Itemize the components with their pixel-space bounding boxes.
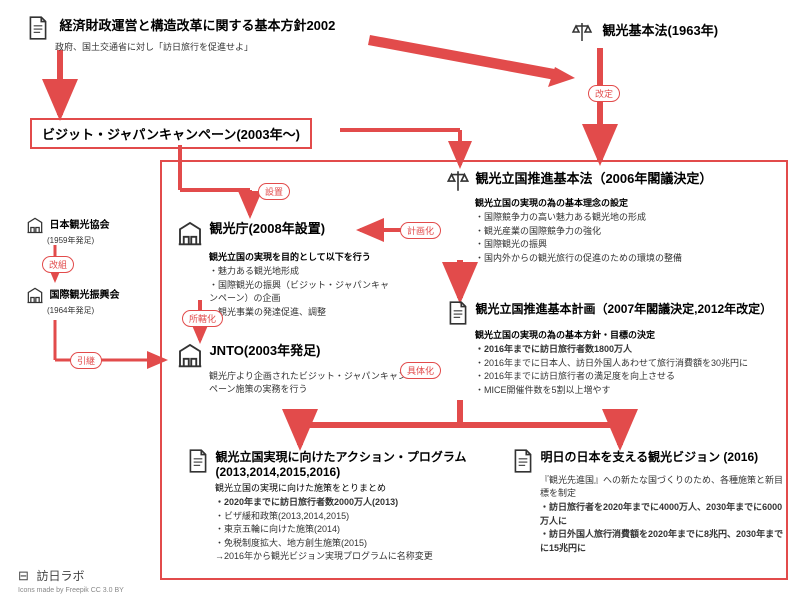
- basicplan-title: 観光立国推進基本計画（2007年閣議決定,2012年改定）: [475, 302, 772, 316]
- list-item: 観光産業の国際競争力の強化: [475, 225, 775, 239]
- footer: ⊟ 訪日ラボ Icons made by Freepik CC 3.0 BY: [18, 567, 124, 594]
- list-item: 2016年までに訪日旅行者の満足度を向上させる: [475, 370, 785, 384]
- basicplan-sub: 観光立国の実現の為の基本方針・目標の決定: [475, 328, 785, 341]
- list-item: 国内外からの観光旅行の促進のための環境の整備: [475, 252, 775, 266]
- agency-sub: 観光立国の実現を目的として以下を行う: [209, 250, 395, 263]
- building-icon: [25, 285, 45, 305]
- label-secchi: 設置: [258, 183, 290, 200]
- building-icon: [175, 340, 205, 370]
- node-vision: 明日の日本を支える観光ビジョン (2016) 『観光先進国』への新たな国づくりの…: [510, 448, 785, 555]
- list-item: 訪日旅行者を2020年までに4000万人、2030年までに6000万人に: [540, 501, 785, 528]
- list-item: 東京五輪に向けた施策(2014): [215, 523, 495, 537]
- list-item: 観光事業の発達促進、調整: [209, 306, 395, 320]
- action-bullets: 2020年までに訪日旅行者数2000万人(2013) ビザ緩和政策(2013,2…: [211, 496, 495, 550]
- jntoorg-title: 国際観光振興会: [49, 290, 119, 301]
- agency-bullets: 魅力ある観光地形成 国際観光の振興（ビジット・ジャパンキャンペーン）の企画 観光…: [205, 265, 395, 319]
- node-vjcampaign: ビジット・ジャパンキャンペーン(2003年〜): [30, 118, 312, 149]
- basiclaw-bullets: 国際競争力の高い魅力ある観光地の形成 観光産業の国際競争力の強化 国際観光の振興…: [471, 211, 775, 265]
- node-basiclaw: 観光立国推進基本法（2006年閣議決定） 観光立国の実現の為の基本理念の設定 国…: [445, 168, 775, 265]
- label-kaitei: 改定: [588, 85, 620, 102]
- list-item: 訪日外国人旅行消費額を2020年までに8兆円、2030年までに15兆円に: [540, 528, 785, 555]
- list-item: 魅力ある観光地形成: [209, 265, 395, 279]
- vision-desc: 『観光先進国』への新たな国づくりのため、各種施策と新目標を制定: [540, 474, 785, 499]
- agency-title: 観光庁(2008年設置): [209, 221, 325, 236]
- jnto-title: JNTO(2003年発足): [209, 343, 320, 358]
- node-tourismlaw1963: 観光基本法(1963年): [570, 20, 718, 44]
- building-icon: [25, 215, 45, 235]
- jta-year: (1959年発足): [47, 235, 145, 246]
- building-icon: [175, 218, 205, 248]
- action-sub: 観光立国の実現に向けた施策をとりまとめ: [215, 481, 495, 494]
- node-jta: 日本観光協会 (1959年発足): [25, 215, 145, 246]
- footer-credit: Icons made by Freepik CC 3.0 BY: [18, 587, 124, 594]
- node-agency: 観光庁(2008年設置) 観光立国の実現を目的として以下を行う 魅力ある観光地形…: [175, 218, 395, 319]
- node-basicplan: 観光立国推進基本計画（2007年閣議決定,2012年改定） 観光立国の実現の為の…: [445, 300, 785, 397]
- vision-bullets: 訪日旅行者を2020年までに4000万人、2030年までに6000万人に 訪日外…: [536, 501, 785, 555]
- node-jnto: JNTO(2003年発足) 観光庁より企画されたビジット・ジャパンキャンペーン施…: [175, 340, 415, 395]
- label-gutai: 具体化: [400, 362, 441, 379]
- list-item: 国際競争力の高い魅力ある観光地の形成: [475, 211, 775, 225]
- node-actionprogram: 観光立国実現に向けたアクション・プログラム(2013,2014,2015,201…: [185, 448, 495, 563]
- basiclaw-title: 観光立国推進基本法（2006年閣議決定）: [475, 171, 712, 186]
- footer-logo: 訪日ラボ: [37, 569, 85, 583]
- list-item: ビザ緩和政策(2013,2014,2015): [215, 510, 495, 524]
- list-item: 2020年までに訪日旅行者数2000万人(2013): [215, 496, 495, 510]
- basicplan-bullets: 2016年までに訪日旅行者数1800万人 2016年までに日本人、訪日外国人あわ…: [471, 343, 785, 397]
- policy2002-desc: 政府、国土交通省に対し「訪日旅行を促進せよ」: [55, 41, 425, 54]
- tourismlaw1963-title: 観光基本法(1963年): [602, 23, 718, 38]
- policy2002-title: 経済財政運営と構造改革に関する基本方針2002: [59, 15, 335, 34]
- label-hikitsugi: 引継: [70, 352, 102, 369]
- vjcampaign-title: ビジット・ジャパンキャンペーン(2003年〜): [42, 127, 300, 142]
- scale-icon: [570, 20, 594, 44]
- document-icon: [510, 448, 536, 474]
- label-kaiso: 改組: [42, 256, 74, 273]
- document-icon: [185, 448, 211, 474]
- list-item: 免税制度拡大、地方創生施策(2015): [215, 537, 495, 551]
- action-title: 観光立国実現に向けたアクション・プログラム(2013,2014,2015,201…: [215, 448, 485, 479]
- document-icon: [25, 15, 51, 41]
- list-item: MICE開催件数を5割以上増やす: [475, 384, 785, 398]
- label-keikaku: 計画化: [400, 222, 441, 239]
- list-item: 2016年までに日本人、訪日外国人あわせて旅行消費額を30兆円に: [475, 357, 785, 371]
- vision-title: 明日の日本を支える観光ビジョン (2016): [540, 448, 775, 465]
- document-icon: [445, 300, 471, 326]
- scale-icon: [445, 168, 471, 194]
- jta-title: 日本観光協会: [49, 220, 109, 231]
- node-jnto-org: 国際観光振興会 (1964年発足): [25, 285, 145, 316]
- list-item: 国際観光の振興（ビジット・ジャパンキャンペーン）の企画: [209, 279, 395, 306]
- list-item: 国際観光の振興: [475, 238, 775, 252]
- jnto-desc: 観光庁より企画されたビジット・ジャパンキャンペーン施策の実務を行う: [209, 370, 415, 395]
- node-policy2002: 経済財政運営と構造改革に関する基本方針2002 政府、国土交通省に対し「訪日旅行…: [25, 15, 425, 54]
- jntoorg-year: (1964年発足): [47, 305, 145, 316]
- basiclaw-sub: 観光立国の実現の為の基本理念の設定: [475, 196, 775, 209]
- label-shozoku: 所轄化: [182, 310, 223, 327]
- action-note: →2016年から観光ビジョン実現プログラムに名称変更: [215, 550, 495, 563]
- list-item: 2016年までに訪日旅行者数1800万人: [475, 343, 785, 357]
